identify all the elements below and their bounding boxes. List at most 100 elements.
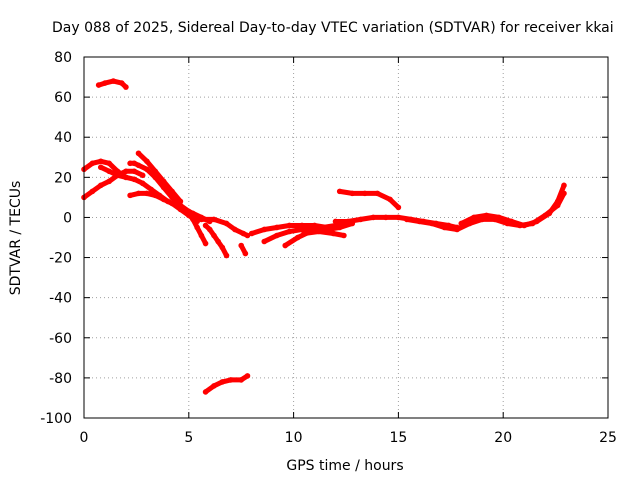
y-tick-label: 0 [63, 210, 72, 226]
data-point [135, 190, 142, 197]
x-tick-labels: 0 5 10 15 20 25 [80, 430, 617, 446]
data-point [332, 222, 339, 229]
data-point [345, 218, 351, 225]
data-point [320, 224, 326, 231]
data-point [123, 174, 129, 181]
data-point [144, 166, 150, 173]
data-point [219, 379, 226, 385]
data-point [194, 224, 200, 231]
data-point [139, 172, 146, 179]
data-point [294, 234, 301, 241]
x-tick-label: 20 [494, 430, 512, 446]
x-tick-label: 25 [599, 430, 617, 446]
data-point [238, 242, 244, 249]
data-point [274, 232, 280, 239]
data-point [169, 188, 175, 195]
data-point [395, 204, 402, 211]
data-point [286, 222, 293, 229]
data-point [244, 373, 251, 379]
data-point [219, 244, 226, 251]
data-point [299, 222, 305, 229]
data-point [301, 230, 307, 237]
data-point [206, 226, 213, 233]
y-tick-label: 60 [54, 90, 72, 106]
data-point [403, 216, 410, 223]
data-point [496, 214, 502, 221]
data-point [110, 78, 117, 84]
data-point [152, 168, 159, 175]
data-point [282, 242, 289, 249]
data-point [181, 206, 188, 213]
data-point [561, 182, 567, 189]
data-point [416, 218, 423, 225]
data-point [429, 220, 435, 227]
axis-ticks [83, 56, 609, 419]
data-point [387, 196, 393, 203]
data-point [131, 176, 138, 183]
data-point [374, 190, 381, 197]
grid-lines [83, 56, 609, 419]
data-point [127, 192, 133, 199]
data-point [240, 230, 247, 237]
data-point [97, 182, 104, 189]
data-point [370, 214, 377, 221]
data-point [215, 238, 221, 245]
data-point [97, 158, 104, 165]
data-point [211, 232, 217, 239]
data-point [177, 206, 184, 213]
chart-title: Day 088 of 2025, Sidereal Day-to-day VTE… [52, 20, 614, 36]
data-point [554, 198, 561, 205]
data-point [223, 220, 230, 227]
series-arc-n [301, 229, 347, 238]
data-point [454, 226, 460, 233]
data-point [546, 210, 553, 217]
y-tick-label: 20 [54, 170, 72, 186]
data-point [242, 250, 249, 257]
data-point [106, 160, 112, 167]
data-point [89, 160, 96, 167]
y-tick-label: 40 [54, 130, 72, 146]
data-point [508, 218, 515, 225]
data-point [127, 160, 133, 167]
data-point [238, 377, 244, 383]
x-tick-label: 0 [80, 430, 89, 446]
data-point [311, 222, 318, 229]
data-point [160, 178, 167, 185]
data-point [332, 218, 339, 225]
data-point [160, 196, 167, 203]
y-tick-label: 80 [54, 50, 72, 66]
data-point [223, 252, 230, 259]
y-tick-label: -40 [49, 291, 72, 307]
y-tick-label: -20 [49, 251, 72, 267]
y-tick-label: -80 [49, 371, 72, 387]
y-tick-labels: -100 -80 -60 -40 -20 0 20 40 60 80 [40, 50, 72, 427]
series-arc-r [458, 182, 567, 228]
data-point [169, 200, 175, 207]
data-point [186, 210, 192, 217]
data-point [202, 222, 209, 229]
data-point [135, 162, 142, 169]
data-point [102, 80, 108, 86]
data-point [315, 228, 322, 235]
data-point [261, 238, 268, 245]
plot-frame [83, 56, 609, 419]
data-point [330, 230, 337, 237]
data-point [177, 198, 184, 205]
data-point [139, 180, 146, 187]
data-point [471, 214, 477, 221]
data-point [89, 188, 96, 195]
data-point [106, 178, 112, 185]
data-point [144, 190, 150, 197]
data-point [123, 168, 129, 175]
y-tick-label: -60 [49, 331, 72, 347]
data-traces [81, 78, 567, 395]
data-point [521, 222, 527, 229]
x-tick-label: 15 [389, 430, 407, 446]
data-point [248, 230, 255, 237]
data-point [286, 228, 293, 235]
data-point [441, 224, 448, 231]
data-point [144, 158, 150, 165]
data-point [95, 82, 102, 88]
data-point [349, 190, 356, 197]
data-point [232, 226, 238, 233]
